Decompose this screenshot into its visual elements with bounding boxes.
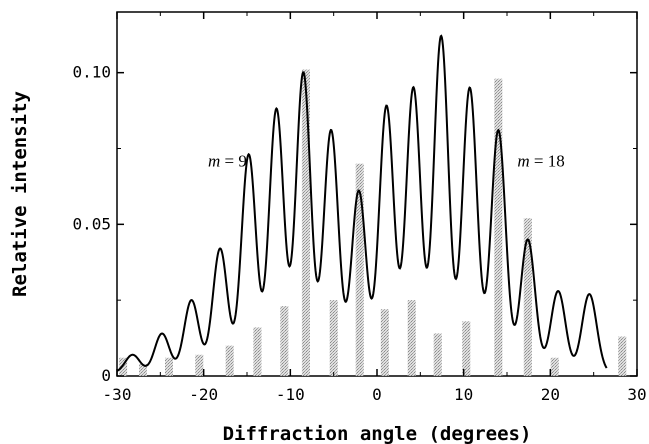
y-axis-title: Relative intensity bbox=[9, 91, 31, 297]
x-axis-title: Diffraction angle (degrees) bbox=[223, 423, 532, 444]
stipple-bar bbox=[119, 357, 128, 376]
order-annotation: m = 9 bbox=[208, 152, 247, 171]
x-tick-label: 10 bbox=[454, 385, 473, 404]
stipple-bar bbox=[301, 69, 310, 376]
stipple-bar bbox=[618, 336, 627, 376]
x-tick-label: -30 bbox=[103, 385, 132, 404]
stipple-bar bbox=[407, 300, 416, 376]
y-tick-label: 0 bbox=[101, 366, 111, 385]
axis-ticks: -30 -20 -10 0 10 20 30 0 0.05 0.10 bbox=[72, 12, 647, 404]
stipple-bar bbox=[462, 321, 471, 376]
stipple-bar bbox=[494, 78, 503, 376]
x-tick-label: 20 bbox=[541, 385, 560, 404]
stipple-bar bbox=[523, 218, 532, 376]
y-tick-label: 0.05 bbox=[72, 214, 111, 233]
x-tick-label: 0 bbox=[372, 385, 382, 404]
y-tick-label: 0.10 bbox=[72, 63, 111, 82]
x-tick-label: 30 bbox=[627, 385, 646, 404]
stipple-bar bbox=[195, 354, 204, 376]
stipple-bar bbox=[253, 327, 262, 376]
plot-frame bbox=[116, 11, 638, 377]
stipple-bars bbox=[119, 69, 627, 376]
stipple-bar bbox=[380, 309, 389, 376]
intensity-curve-layer bbox=[116, 34, 608, 372]
stipple-bar bbox=[139, 363, 147, 376]
intensity-curve bbox=[116, 34, 608, 372]
x-tick-label: -20 bbox=[189, 385, 218, 404]
stipple-bar bbox=[550, 357, 559, 376]
stipple-bar bbox=[433, 333, 442, 376]
stipple-bar bbox=[329, 300, 338, 376]
x-tick-label: -10 bbox=[276, 385, 305, 404]
stipple-bar bbox=[355, 163, 364, 376]
annotations: m = 9 m = 18 bbox=[208, 152, 565, 171]
stipple-bar bbox=[225, 345, 234, 376]
order-annotation: m = 18 bbox=[517, 152, 564, 171]
stipple-bar bbox=[165, 357, 173, 376]
stipple-bar bbox=[280, 306, 289, 376]
